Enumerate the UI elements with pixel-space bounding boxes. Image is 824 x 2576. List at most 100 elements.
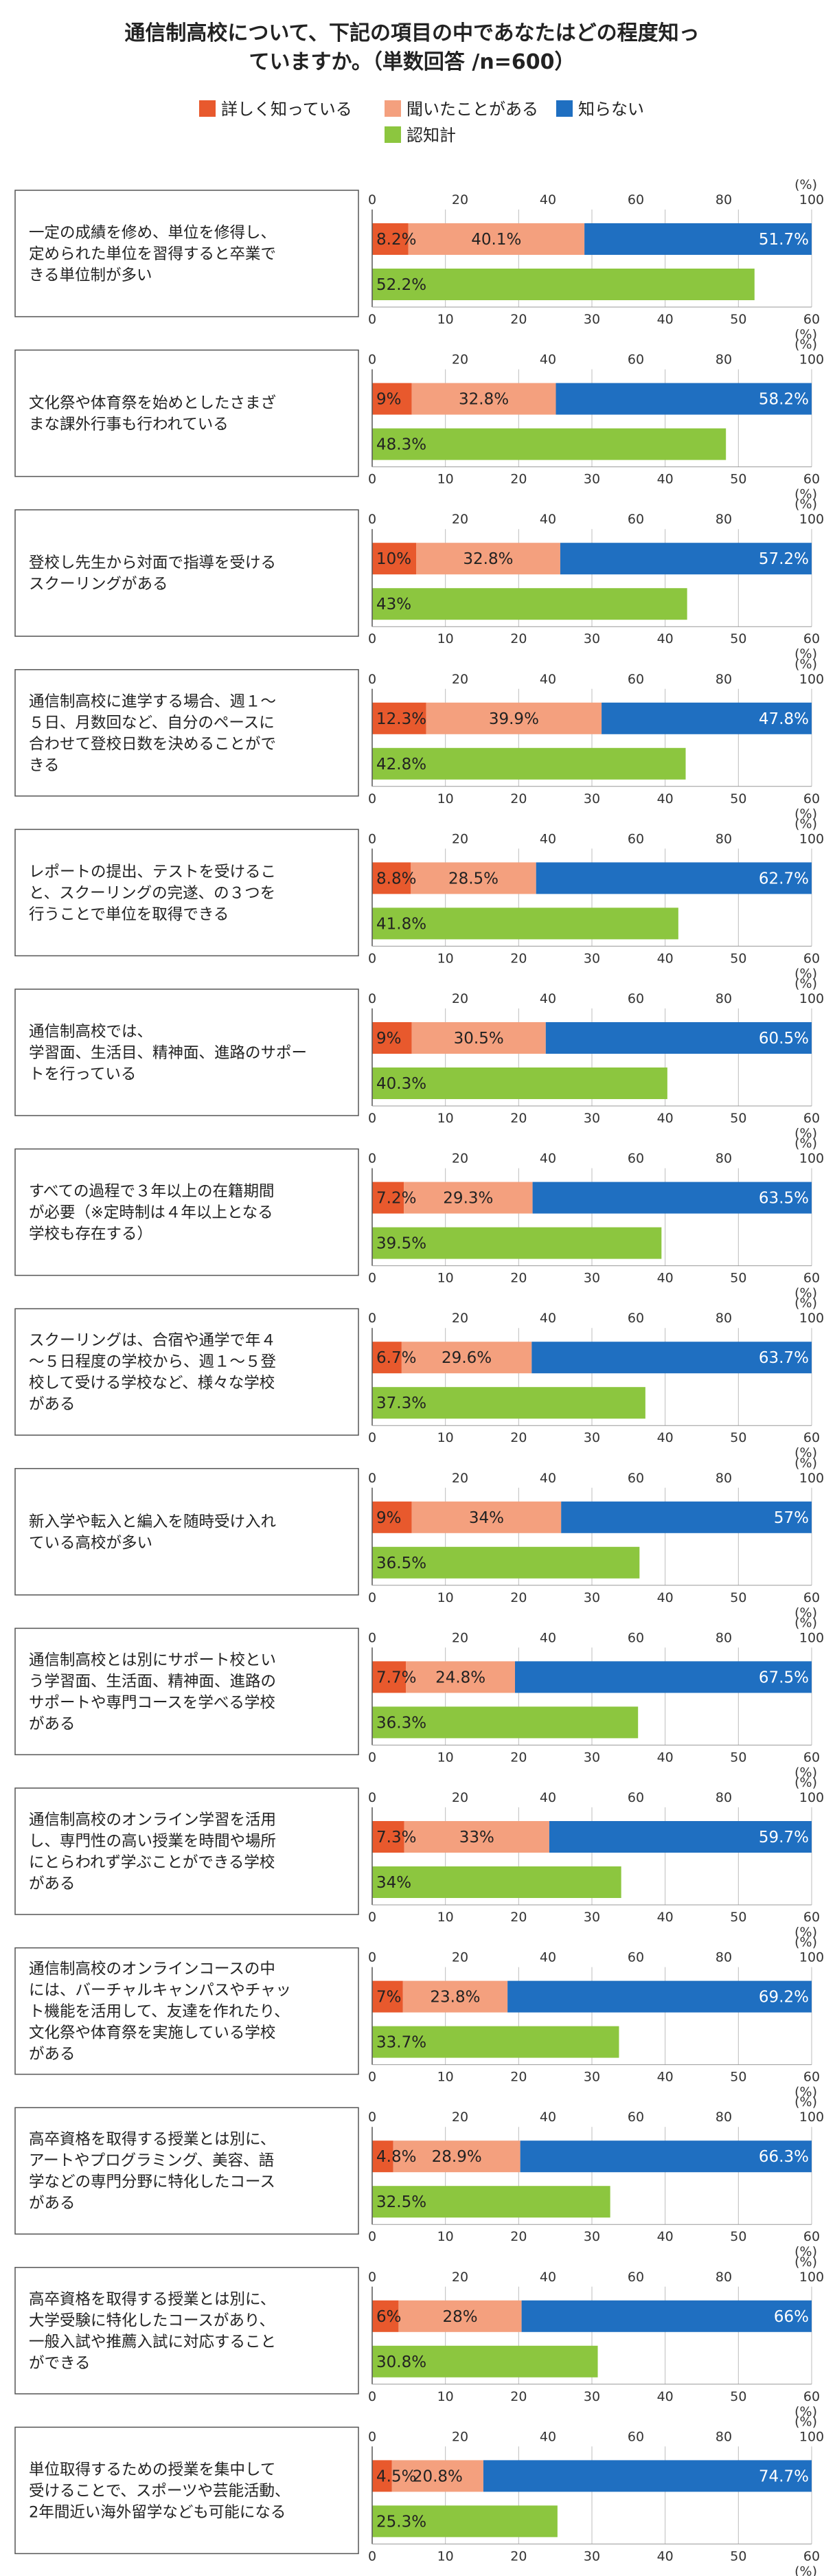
stack-bar-3 <box>507 1980 812 2013</box>
bottom-axis-unit: (%) <box>794 487 817 502</box>
top-tick-label: 0 <box>368 512 376 527</box>
top-tick-label: 80 <box>716 352 732 368</box>
bottom-tick-label: 50 <box>730 2549 746 2564</box>
bottom-tick-label: 0 <box>368 1111 376 1126</box>
awareness-label: 41.8% <box>376 915 426 933</box>
top-tick-label: 80 <box>716 1790 732 1805</box>
stack-label-3: 74.7% <box>759 2467 809 2485</box>
category-label: が必要（※定時制は４年以上となる <box>29 1204 273 1222</box>
category-label: スクーリングは、合宿や通学で年４ <box>29 1332 276 1350</box>
category-box <box>14 509 359 637</box>
top-tick-label: 80 <box>716 2270 732 2285</box>
bottom-axis-unit: (%) <box>794 966 817 981</box>
top-tick-label: 100 <box>799 991 824 1006</box>
stack-label-1: 4.8% <box>376 2148 416 2166</box>
bottom-tick-label: 30 <box>584 2070 600 2085</box>
category-label: 通信制高校のオンラインコースの中 <box>29 1961 275 1978</box>
bottom-tick-label: 50 <box>730 631 746 646</box>
stack-bar-3 <box>584 223 812 255</box>
stack-label-2: 23.8% <box>430 1989 480 2007</box>
top-axis-unit: (%) <box>794 2414 817 2429</box>
stack-bar-1 <box>372 702 426 734</box>
stack-bar-1 <box>372 2140 393 2173</box>
bottom-tick-label: 40 <box>657 312 674 327</box>
awareness-bar <box>372 1067 667 1099</box>
category-box <box>14 1627 359 1756</box>
chart-title-line1: 通信制高校について、下記の項目の中であなたはどの程度知っ <box>124 21 699 45</box>
category-label: ５日、月数回など、自分のペースに <box>29 714 275 732</box>
bottom-tick-label: 60 <box>803 2070 820 2085</box>
category-label: スクーリングがある <box>29 576 168 594</box>
top-tick-label: 60 <box>628 1151 644 1166</box>
awareness-bar <box>372 1706 639 1739</box>
bottom-tick-label: 40 <box>657 791 674 806</box>
bottom-tick-label: 40 <box>657 1271 674 1286</box>
top-tick-label: 40 <box>540 1311 556 1326</box>
top-axis-unit: (%) <box>794 1136 817 1151</box>
top-axis-unit: (%) <box>794 1935 817 1950</box>
stack-label-2: 39.9% <box>489 710 539 728</box>
stack-label-3: 62.7% <box>759 870 809 888</box>
bottom-tick-label: 40 <box>657 472 674 487</box>
stack-bar-2 <box>411 1501 562 1533</box>
stack-bar-3 <box>520 2140 812 2173</box>
category-label: 学などの専門分野に特化したコース <box>29 2173 275 2191</box>
stack-bar-3 <box>545 1022 812 1054</box>
bottom-tick-label: 30 <box>584 791 600 806</box>
bottom-axis-unit: (%) <box>794 1126 817 1141</box>
bottom-tick-label: 20 <box>510 2549 527 2564</box>
bottom-tick-label: 60 <box>803 2549 820 2564</box>
bottom-tick-label: 30 <box>584 1430 600 1445</box>
stack-bar-1 <box>372 1022 412 1054</box>
category-label: がある <box>29 1875 76 1893</box>
bottom-tick-label: 20 <box>510 472 527 487</box>
bottom-tick-label: 60 <box>803 1910 820 1925</box>
top-tick-label: 100 <box>799 2270 824 2285</box>
bottom-tick-label: 0 <box>368 312 376 327</box>
bottom-tick-label: 10 <box>437 2229 454 2244</box>
bottom-tick-label: 30 <box>584 1590 600 1605</box>
top-tick-label: 40 <box>540 991 556 1006</box>
bottom-axis-unit: (%) <box>794 2564 817 2576</box>
category-label: 定められた単位を習得すると卒業で <box>29 245 276 263</box>
category-label: 学習面、生活目、精神面、進路のサポー <box>29 1044 307 1062</box>
bottom-tick-label: 10 <box>437 472 454 487</box>
bottom-tick-label: 30 <box>584 1750 600 1765</box>
top-tick-label: 40 <box>540 1151 556 1166</box>
bottom-tick-label: 50 <box>730 1430 746 1445</box>
top-axis-unit: (%) <box>794 337 817 352</box>
bottom-tick-label: 40 <box>657 1590 674 1605</box>
category-label: 一般入試や推薦入試に対応すること <box>29 2333 276 2351</box>
category-box <box>14 1787 359 1915</box>
top-tick-label: 80 <box>716 1471 732 1486</box>
category-box <box>14 190 359 317</box>
top-tick-label: 20 <box>452 192 468 207</box>
stack-bar-2 <box>391 2460 483 2492</box>
top-axis-unit: (%) <box>794 1775 817 1790</box>
bottom-axis-unit: (%) <box>794 2404 817 2419</box>
category-label: がある <box>29 2046 76 2064</box>
bottom-tick-label: 50 <box>730 312 746 327</box>
awareness-label: 36.5% <box>376 1555 426 1572</box>
stack-label-3: 58.2% <box>759 391 809 409</box>
bottom-tick-label: 40 <box>657 2229 674 2244</box>
stack-label-2: 33% <box>459 1829 494 1846</box>
awareness-bar <box>372 747 686 780</box>
bottom-tick-label: 20 <box>510 312 527 327</box>
awareness-label: 43% <box>376 596 411 613</box>
bottom-tick-label: 60 <box>803 1590 820 1605</box>
stack-bar-2 <box>404 1821 549 1853</box>
bottom-tick-label: 30 <box>584 2549 600 2564</box>
top-tick-label: 60 <box>628 1311 644 1326</box>
stack-label-1: 7.7% <box>376 1669 416 1686</box>
top-tick-label: 80 <box>716 1630 732 1645</box>
panel-13: 高卒資格を取得する授業とは別に、アートやプログラミング、美容、語学などの専門分野… <box>14 2094 824 2259</box>
bottom-axis-unit: (%) <box>794 1445 817 1460</box>
top-tick-label: 100 <box>799 1311 824 1326</box>
stack-bar-3 <box>549 1821 812 1853</box>
top-axis-unit: (%) <box>794 1296 817 1311</box>
bottom-tick-label: 40 <box>657 1750 674 1765</box>
bottom-tick-label: 60 <box>803 472 820 487</box>
top-tick-label: 60 <box>628 2270 644 2285</box>
category-label: がある <box>29 2195 76 2213</box>
